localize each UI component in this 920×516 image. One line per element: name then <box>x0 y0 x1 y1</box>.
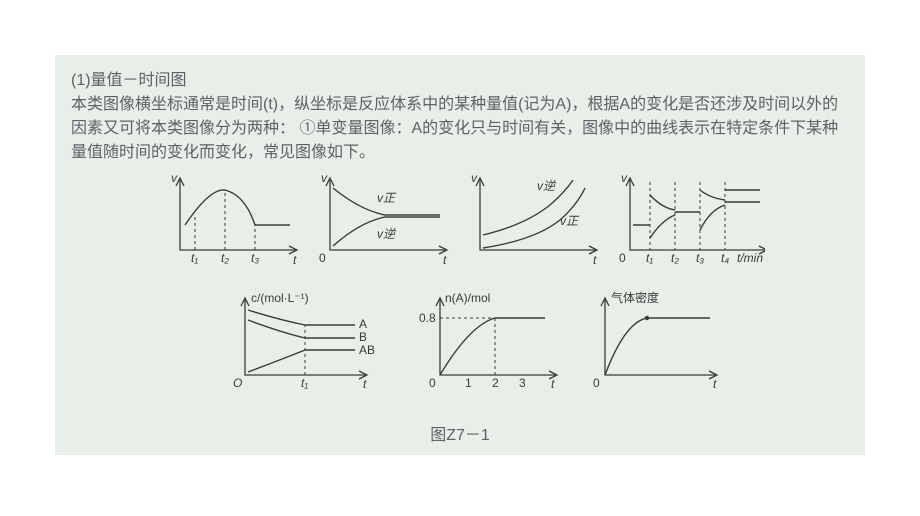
axis-v: v <box>171 171 178 185</box>
c6-y08: 0.8 <box>419 311 436 325</box>
chart-grid: v t t₁ t₂ t₃ v 0 t v正 v逆 <box>165 170 765 410</box>
c4-tmin: t/min <box>737 251 763 265</box>
c1-t1: t₁ <box>191 251 198 265</box>
chart-2: v 0 t v正 v逆 <box>319 171 447 267</box>
chart-5: c/(mol·L⁻¹) O t₁ t A B AB <box>233 291 375 391</box>
figure-caption: 图Z7－1 <box>55 421 865 445</box>
c4-t1: t₁ <box>646 251 653 265</box>
c5-ylabel: c/(mol·L⁻¹) <box>251 291 309 305</box>
c3-vrev: v逆 <box>537 179 557 193</box>
c2-zero: 0 <box>319 251 326 265</box>
axis-v: v <box>471 171 478 185</box>
c4-t4: t₄ <box>721 251 729 265</box>
heading: (1)量值－时间图 <box>71 72 187 89</box>
c5-AB: AB <box>359 343 375 357</box>
c5-O: O <box>233 376 242 390</box>
c3-vfwd: v正 <box>560 214 580 228</box>
c5-B: B <box>359 330 367 344</box>
c2-vfwd: v正 <box>377 191 397 205</box>
axis-t: t <box>363 377 367 391</box>
c1-t2: t₂ <box>221 251 229 265</box>
c4-t2: t₂ <box>671 251 679 265</box>
c7-dot <box>645 316 649 320</box>
body-text: (1)量值－时间图 本类图像横坐标通常是时间(t)，纵坐标是反应体系中的某种量值… <box>71 69 849 165</box>
axis-t: t <box>593 253 597 267</box>
chart-3: v t v逆 v正 <box>471 171 597 267</box>
c6-x3: 3 <box>519 376 526 390</box>
chart-6: n(A)/mol 0.8 0 1 2 3 t <box>419 291 557 391</box>
paragraph: 本类图像横坐标通常是时间(t)，纵坐标是反应体系中的某种量值(记为A)，根据A的… <box>71 96 838 161</box>
charts-svg: v t t₁ t₂ t₃ v 0 t v正 v逆 <box>165 170 765 410</box>
chart-7: 气体密度 0 t <box>593 290 717 391</box>
c7-ylabel: 气体密度 <box>611 290 659 305</box>
c6-x1: 1 <box>465 376 472 390</box>
c1-t3: t₃ <box>251 251 259 265</box>
chart-1: v t t₁ t₂ t₃ <box>171 171 297 267</box>
axis-v: v <box>321 171 328 185</box>
axis-t: t <box>443 253 447 267</box>
axis-t: t <box>713 377 717 391</box>
axis-v: v <box>621 171 628 185</box>
c6-x2: 2 <box>492 376 499 390</box>
c5-t1: t₁ <box>301 376 308 390</box>
c2-vrev: v逆 <box>377 227 397 241</box>
c5-A: A <box>359 317 367 331</box>
c4-zero: 0 <box>619 251 626 265</box>
c7-zero: 0 <box>593 376 600 390</box>
chart-4: v 0 t₁ t₂ t₃ t₄ t/min <box>619 171 765 265</box>
axis-t: t <box>551 377 555 391</box>
slide-panel: (1)量值－时间图 本类图像横坐标通常是时间(t)，纵坐标是反应体系中的某种量值… <box>55 55 865 455</box>
axis-t: t <box>293 253 297 267</box>
c6-zero: 0 <box>429 376 436 390</box>
c6-ylabel: n(A)/mol <box>445 291 490 305</box>
c4-t3: t₃ <box>696 251 704 265</box>
